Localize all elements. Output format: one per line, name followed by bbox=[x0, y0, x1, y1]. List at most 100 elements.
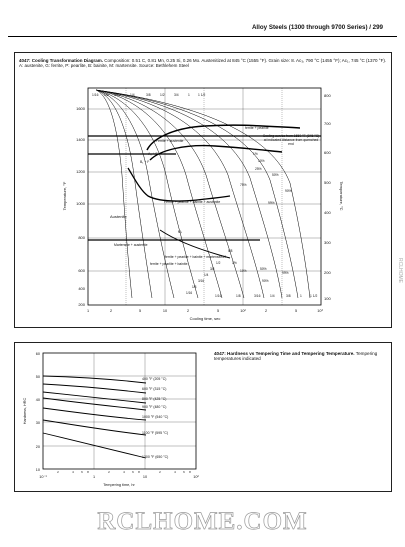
curve-label-900f: 900 °F (480 °C) bbox=[142, 405, 166, 409]
x-minor-tick: 6 bbox=[183, 470, 185, 474]
y-tick: 50 bbox=[36, 375, 40, 379]
cooling-note: Cooling curves from 1550 °F (845 °C) at … bbox=[262, 134, 320, 146]
y-left-tick: 1200 bbox=[76, 169, 86, 174]
distance-label-top: 3/4 bbox=[174, 93, 179, 97]
curve-label-600f: 600 °F (315 °C) bbox=[142, 387, 166, 391]
distance-label-top: 1/8 bbox=[104, 93, 109, 97]
label-af2: B₁ + F bbox=[140, 160, 149, 164]
x-minor-tick: 2 bbox=[159, 470, 161, 474]
figure1-caption: 4047: Cooling Transformation Diagram. Co… bbox=[19, 58, 389, 69]
distance-label-top: 1/16 bbox=[92, 93, 99, 97]
distance-label-top: 1 1/2 bbox=[198, 93, 205, 97]
y-right-tick: 400 bbox=[324, 210, 331, 215]
label-fpb: ferrite + pearlite + bainite bbox=[150, 262, 188, 266]
x-tick: 10² bbox=[193, 475, 199, 479]
percent-label: 90% bbox=[285, 189, 292, 193]
x-minor-tick: 6 bbox=[132, 470, 134, 474]
percent-label: 50% bbox=[272, 173, 279, 177]
header-rule bbox=[8, 36, 397, 37]
x-minor-tick: 4 bbox=[72, 470, 74, 474]
watermark: RCLHOME.COM bbox=[97, 508, 308, 536]
pearlite-start-curve bbox=[149, 144, 283, 161]
chart2-y-ticks: 60 50 40 30 20 10 bbox=[36, 352, 40, 472]
distance-label-mid: 1/2 bbox=[216, 261, 221, 265]
curve-label-400f: 400 °F (205 °C) bbox=[142, 377, 166, 381]
x-tick: 10 bbox=[143, 475, 147, 479]
figure2-panel bbox=[14, 342, 392, 492]
martensite-finish-curve bbox=[159, 229, 231, 259]
cooling-note-box: Cooling curves from 1550 °F (845 °C) at … bbox=[262, 134, 320, 146]
curve-label-1100f: 1100 °F (595 °C) bbox=[142, 431, 168, 435]
x-tick: 10² bbox=[240, 309, 246, 313]
curve-label-1000f: 1000 °F (540 °C) bbox=[142, 415, 168, 419]
diagram1-y-right-ticks: 800 700 600 500 400 300 200 100 bbox=[324, 93, 331, 301]
x-tick: 2 bbox=[187, 309, 189, 313]
y-tick: 30 bbox=[36, 421, 40, 425]
label-martensite-austenite: Martensite + austenite bbox=[114, 243, 148, 247]
x-tick: 1 bbox=[87, 309, 89, 313]
x-minor-tick: 8 bbox=[87, 470, 89, 474]
y-left-tick: 800 bbox=[78, 235, 85, 240]
x-tick: 10⁻¹ bbox=[39, 475, 47, 479]
label-fpbm: ferrite + pearlite + bainite + martensit… bbox=[165, 255, 222, 259]
figure2-label: 4047: Hardness vs Tempering Time and Tem… bbox=[214, 351, 355, 356]
percent-label: 50% bbox=[260, 267, 267, 271]
distance-label-mid: 1/16 bbox=[186, 291, 192, 295]
y-left-tick: 1600 bbox=[76, 106, 86, 111]
label-af: A₃ + F bbox=[148, 152, 158, 156]
percent-label: 10% bbox=[258, 159, 265, 163]
diagram1-x-ticks: 1 2 5 10 2 5 10² 2 5 10³ bbox=[87, 309, 324, 313]
x-minor-tick: 8 bbox=[138, 470, 140, 474]
distance-label-bottom: 1/16 bbox=[215, 294, 222, 298]
distance-label-mid: 3/8 bbox=[210, 267, 215, 271]
side-watermark: RCLHOME bbox=[397, 258, 403, 284]
percent-label: 1% bbox=[253, 152, 258, 156]
x-tick: 10 bbox=[163, 309, 167, 313]
chart2-frame bbox=[42, 352, 197, 470]
x-minor-tick: 4 bbox=[123, 470, 125, 474]
chart2-x-ticks: 10⁻¹ 1 10 10² bbox=[39, 475, 199, 479]
y-left-tick: 1000 bbox=[76, 201, 86, 206]
x-minor-tick: 2 bbox=[108, 470, 110, 474]
distance-label-mid: 3/16 bbox=[198, 279, 204, 283]
x-tick: 5 bbox=[139, 309, 141, 313]
x-minor-tick: 2 bbox=[57, 470, 59, 474]
x-minor-tick: 8 bbox=[189, 470, 191, 474]
percent-label: 75% bbox=[240, 183, 247, 187]
percent-label: 1% bbox=[232, 261, 237, 265]
chart2-grid bbox=[43, 353, 196, 469]
curve-label-800f: 800 °F (425 °C) bbox=[142, 397, 166, 401]
diagram1-y-left-label: Temperature, °F bbox=[62, 181, 67, 210]
diagram1-y-right-label: Temperature, °C bbox=[339, 181, 344, 210]
diagram1-frame bbox=[87, 87, 322, 306]
label-ferrite-pearlite: ferrite + pearlite bbox=[245, 126, 269, 130]
distance-label-top: 3/8 bbox=[146, 93, 151, 97]
y-right-tick: 800 bbox=[324, 93, 331, 98]
y-left-tick: 600 bbox=[78, 268, 85, 273]
diagram1-x-label: Cooling time, sec bbox=[190, 316, 221, 321]
chart2-x-minor-ticks: 2 4 6 8 2 4 6 8 2 4 6 8 bbox=[57, 470, 191, 474]
distance-label-mid: 1/4 bbox=[204, 273, 209, 277]
distance-label-bottom: 1 bbox=[300, 294, 302, 298]
y-left-tick: 1400 bbox=[76, 137, 86, 142]
y-right-tick: 600 bbox=[324, 150, 331, 155]
x-tick: 10³ bbox=[317, 309, 323, 313]
diagram1-y-left-ticks: 1600 1400 1200 1000 800 600 400 200 bbox=[76, 106, 86, 307]
chart2-x-label: Tempering time, hr bbox=[103, 483, 135, 487]
distance-label-top: 1/4 bbox=[130, 93, 135, 97]
figure1-label: 4047: Cooling Transformation Diagram. bbox=[19, 58, 104, 63]
label-ms: Mₛ bbox=[178, 230, 182, 234]
percent-label: 10% bbox=[240, 269, 247, 273]
x-tick: 5 bbox=[295, 309, 297, 313]
distance-label-bottom: 1 1/2 bbox=[310, 294, 317, 298]
distance-label-mid: 5/8 bbox=[228, 249, 233, 253]
y-tick: 10 bbox=[36, 468, 40, 472]
label-ferrite-austenite: Ferrite + austenite bbox=[156, 139, 184, 143]
percent-label: 90% bbox=[262, 279, 269, 283]
x-minor-tick: 6 bbox=[81, 470, 83, 474]
distance-label-mid: 3/4 bbox=[222, 255, 227, 259]
figure1-caption-text: Composition: 0.51 C, 0.81 Mn, 0.25 Si, 0… bbox=[19, 58, 387, 69]
y-left-tick: 400 bbox=[78, 286, 85, 291]
cooling-curves bbox=[95, 89, 311, 299]
diagram1-grid bbox=[88, 88, 321, 305]
